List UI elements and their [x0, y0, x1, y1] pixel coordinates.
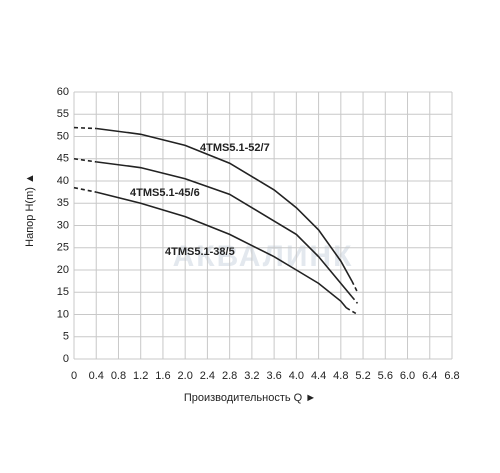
curve [345, 307, 358, 316]
watermark: АКВАЛИНК [173, 240, 354, 273]
y-tick-label: 20 [57, 264, 69, 276]
x-tick-label: 1.2 [133, 370, 148, 382]
x-tick-label: 4.8 [333, 370, 348, 382]
x-tick-label: 5.2 [355, 370, 370, 382]
curve [351, 280, 359, 293]
y-tick-label: 60 [57, 86, 69, 98]
x-tick-label: 0.8 [111, 370, 126, 382]
curve [96, 127, 353, 282]
curve-label: 4TMS5.1-45/6 [130, 187, 200, 199]
y-tick-label: 40 [57, 175, 69, 187]
x-tick-label: 2.0 [178, 370, 193, 382]
curve [73, 126, 97, 130]
y-tick-label: 35 [57, 197, 69, 209]
curve [96, 191, 347, 309]
curve-label: 4TMS5.1-38/5 [165, 246, 235, 258]
curve-label: 4TMS5.1-52/7 [200, 142, 270, 154]
y-tick-label: 0 [63, 353, 69, 365]
y-axis-title: Напор H(m) ▲ [24, 173, 36, 247]
y-tick-label: 55 [57, 108, 69, 120]
y-tick-label: 5 [63, 331, 69, 343]
x-tick-label: 5.6 [378, 370, 393, 382]
y-tick-label: 30 [57, 219, 69, 231]
x-tick-label: 6.0 [400, 370, 415, 382]
x-tick-label: 6.8 [444, 370, 459, 382]
curve [351, 296, 359, 304]
y-tick-label: 15 [57, 286, 69, 298]
x-tick-label: 2.8 [222, 370, 237, 382]
x-tick-label: 4.0 [289, 370, 304, 382]
x-tick-label: 3.2 [244, 370, 259, 382]
y-tick-label: 50 [57, 130, 69, 142]
y-tick-label: 25 [57, 242, 69, 254]
x-tick-label: 1.6 [155, 370, 170, 382]
x-tick-label: 6.4 [422, 370, 437, 382]
x-tick-label: 2.4 [200, 370, 215, 382]
x-axis-title: Производительность Q ► [184, 392, 316, 404]
x-tick-label: 0 [71, 370, 77, 382]
curve [73, 186, 97, 193]
curve [73, 157, 97, 163]
y-tick-label: 45 [57, 153, 69, 165]
x-tick-label: 4.4 [311, 370, 326, 382]
x-tick-label: 3.6 [266, 370, 281, 382]
y-tick-label: 10 [57, 308, 69, 320]
x-tick-label: 0.4 [89, 370, 104, 382]
curve [96, 161, 353, 298]
